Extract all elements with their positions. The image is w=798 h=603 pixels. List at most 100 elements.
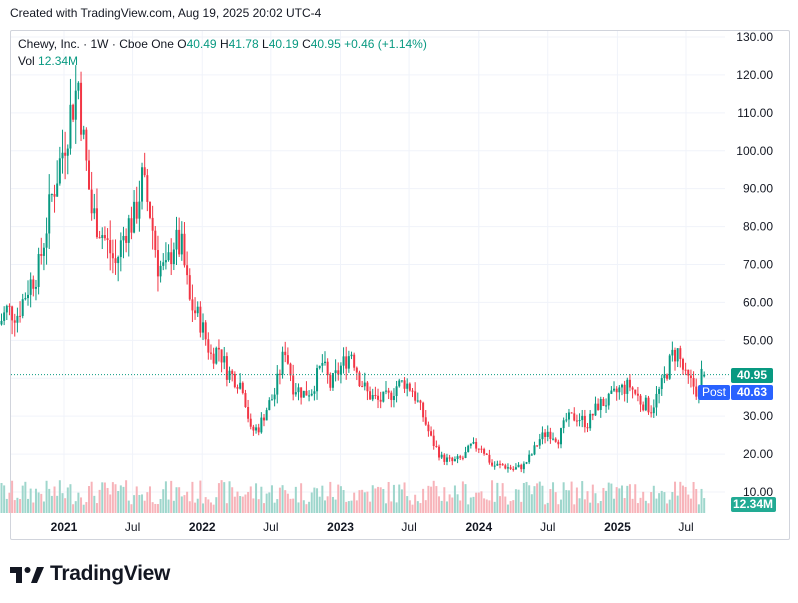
candle-body	[207, 339, 210, 353]
candle-body	[392, 396, 395, 401]
volume-bar	[448, 494, 451, 513]
volume-bar	[703, 498, 706, 513]
candle-body	[528, 454, 531, 463]
volume-bar	[74, 501, 77, 513]
volume-bar	[273, 502, 276, 513]
volume-bar	[111, 482, 114, 513]
volume-bar	[377, 486, 380, 513]
volume-bar	[445, 501, 448, 513]
volume-bar	[589, 502, 592, 513]
candle-body	[504, 465, 507, 469]
volume-layer	[0, 480, 706, 513]
volume-bar	[223, 482, 226, 513]
candle-body	[244, 393, 247, 407]
candle-body	[255, 427, 258, 431]
volume-bar	[658, 493, 661, 513]
volume-bar	[586, 491, 589, 513]
candle-body	[586, 427, 589, 429]
candle-body	[440, 454, 443, 458]
candle-body	[618, 387, 621, 393]
volume-bar	[697, 504, 700, 513]
high-label: H	[219, 37, 229, 51]
candle-body	[143, 167, 146, 176]
volume-bar	[233, 496, 236, 513]
volume-bar	[671, 491, 674, 513]
candle-body	[294, 392, 297, 395]
candle-body	[284, 351, 287, 356]
volume-bar	[562, 482, 565, 513]
candle-body	[292, 375, 295, 395]
candle-body	[16, 315, 19, 323]
volume-bar	[554, 492, 557, 513]
y-tick-label: 10.00	[743, 485, 773, 499]
tradingview-wordmark: TradingView	[50, 562, 171, 585]
candle-body	[666, 374, 669, 379]
candle-body	[80, 82, 83, 135]
x-tick-label: 2022	[189, 520, 216, 534]
candle-body	[321, 362, 324, 366]
y-tick-label: 110.00	[737, 106, 773, 120]
candle-body	[42, 247, 45, 256]
volume-bar	[387, 482, 390, 513]
volume-bar	[50, 495, 53, 513]
candle-body	[247, 406, 250, 419]
footer-brand[interactable]: TradingView	[10, 562, 170, 586]
candle-body	[628, 379, 631, 388]
volume-bar	[329, 481, 332, 513]
candle-body	[162, 262, 165, 266]
volume-bar	[536, 483, 539, 513]
candle-body	[82, 129, 85, 135]
candle-body	[488, 454, 491, 463]
volume-bar	[146, 492, 149, 513]
candle-body	[552, 438, 555, 440]
interval-label[interactable]: 1W	[90, 37, 109, 51]
volume-bar	[164, 481, 167, 513]
price-axis: 130.00 120.00 110.00 100.00 90.00 80.00 70.00 6…	[736, 30, 773, 499]
candle-body	[692, 378, 695, 387]
volume-bar	[363, 492, 366, 513]
candle-body	[3, 312, 6, 321]
candle-body	[644, 397, 647, 411]
candle-body	[127, 218, 130, 243]
volume-bar	[443, 487, 446, 513]
volume-bar	[369, 501, 372, 513]
volume-bar	[80, 497, 83, 513]
volume-bar	[207, 499, 210, 513]
volume-bar	[170, 480, 173, 513]
volume-bar	[594, 493, 597, 513]
volume-bar	[260, 486, 263, 513]
volume-bar	[520, 501, 523, 513]
candle-body	[24, 298, 27, 300]
volume-bar	[684, 486, 687, 513]
candle-body	[461, 457, 464, 459]
symbol-name[interactable]: Chewy, Inc.	[18, 37, 80, 51]
candle-body	[483, 449, 486, 454]
candle-body	[602, 399, 605, 407]
exchange-label: Cboe One	[119, 37, 174, 51]
volume-bar	[334, 499, 337, 513]
candle-body	[350, 354, 353, 357]
candle-body	[48, 194, 51, 234]
volume-bar	[191, 481, 194, 513]
candle-body	[164, 260, 167, 263]
volume-bar	[361, 489, 364, 513]
candle-body	[228, 370, 231, 380]
volume-bar	[143, 500, 146, 513]
created-with-caption: Created with TradingView.com, Aug 19, 20…	[10, 6, 322, 20]
volume-bar	[517, 489, 520, 513]
volume-bar	[167, 499, 170, 513]
candle-body	[634, 389, 637, 394]
volume-bar	[56, 495, 59, 513]
volume-bar	[300, 483, 303, 513]
volume-bar	[8, 492, 11, 513]
candle-body	[337, 370, 340, 375]
volume-bar	[469, 497, 472, 513]
candle-body	[467, 445, 470, 452]
candle-body	[215, 347, 218, 364]
candle-body	[687, 369, 690, 376]
volume-bar	[85, 502, 88, 513]
candle-body	[544, 432, 547, 437]
volume-bar	[514, 489, 517, 513]
volume-bar	[406, 496, 409, 513]
